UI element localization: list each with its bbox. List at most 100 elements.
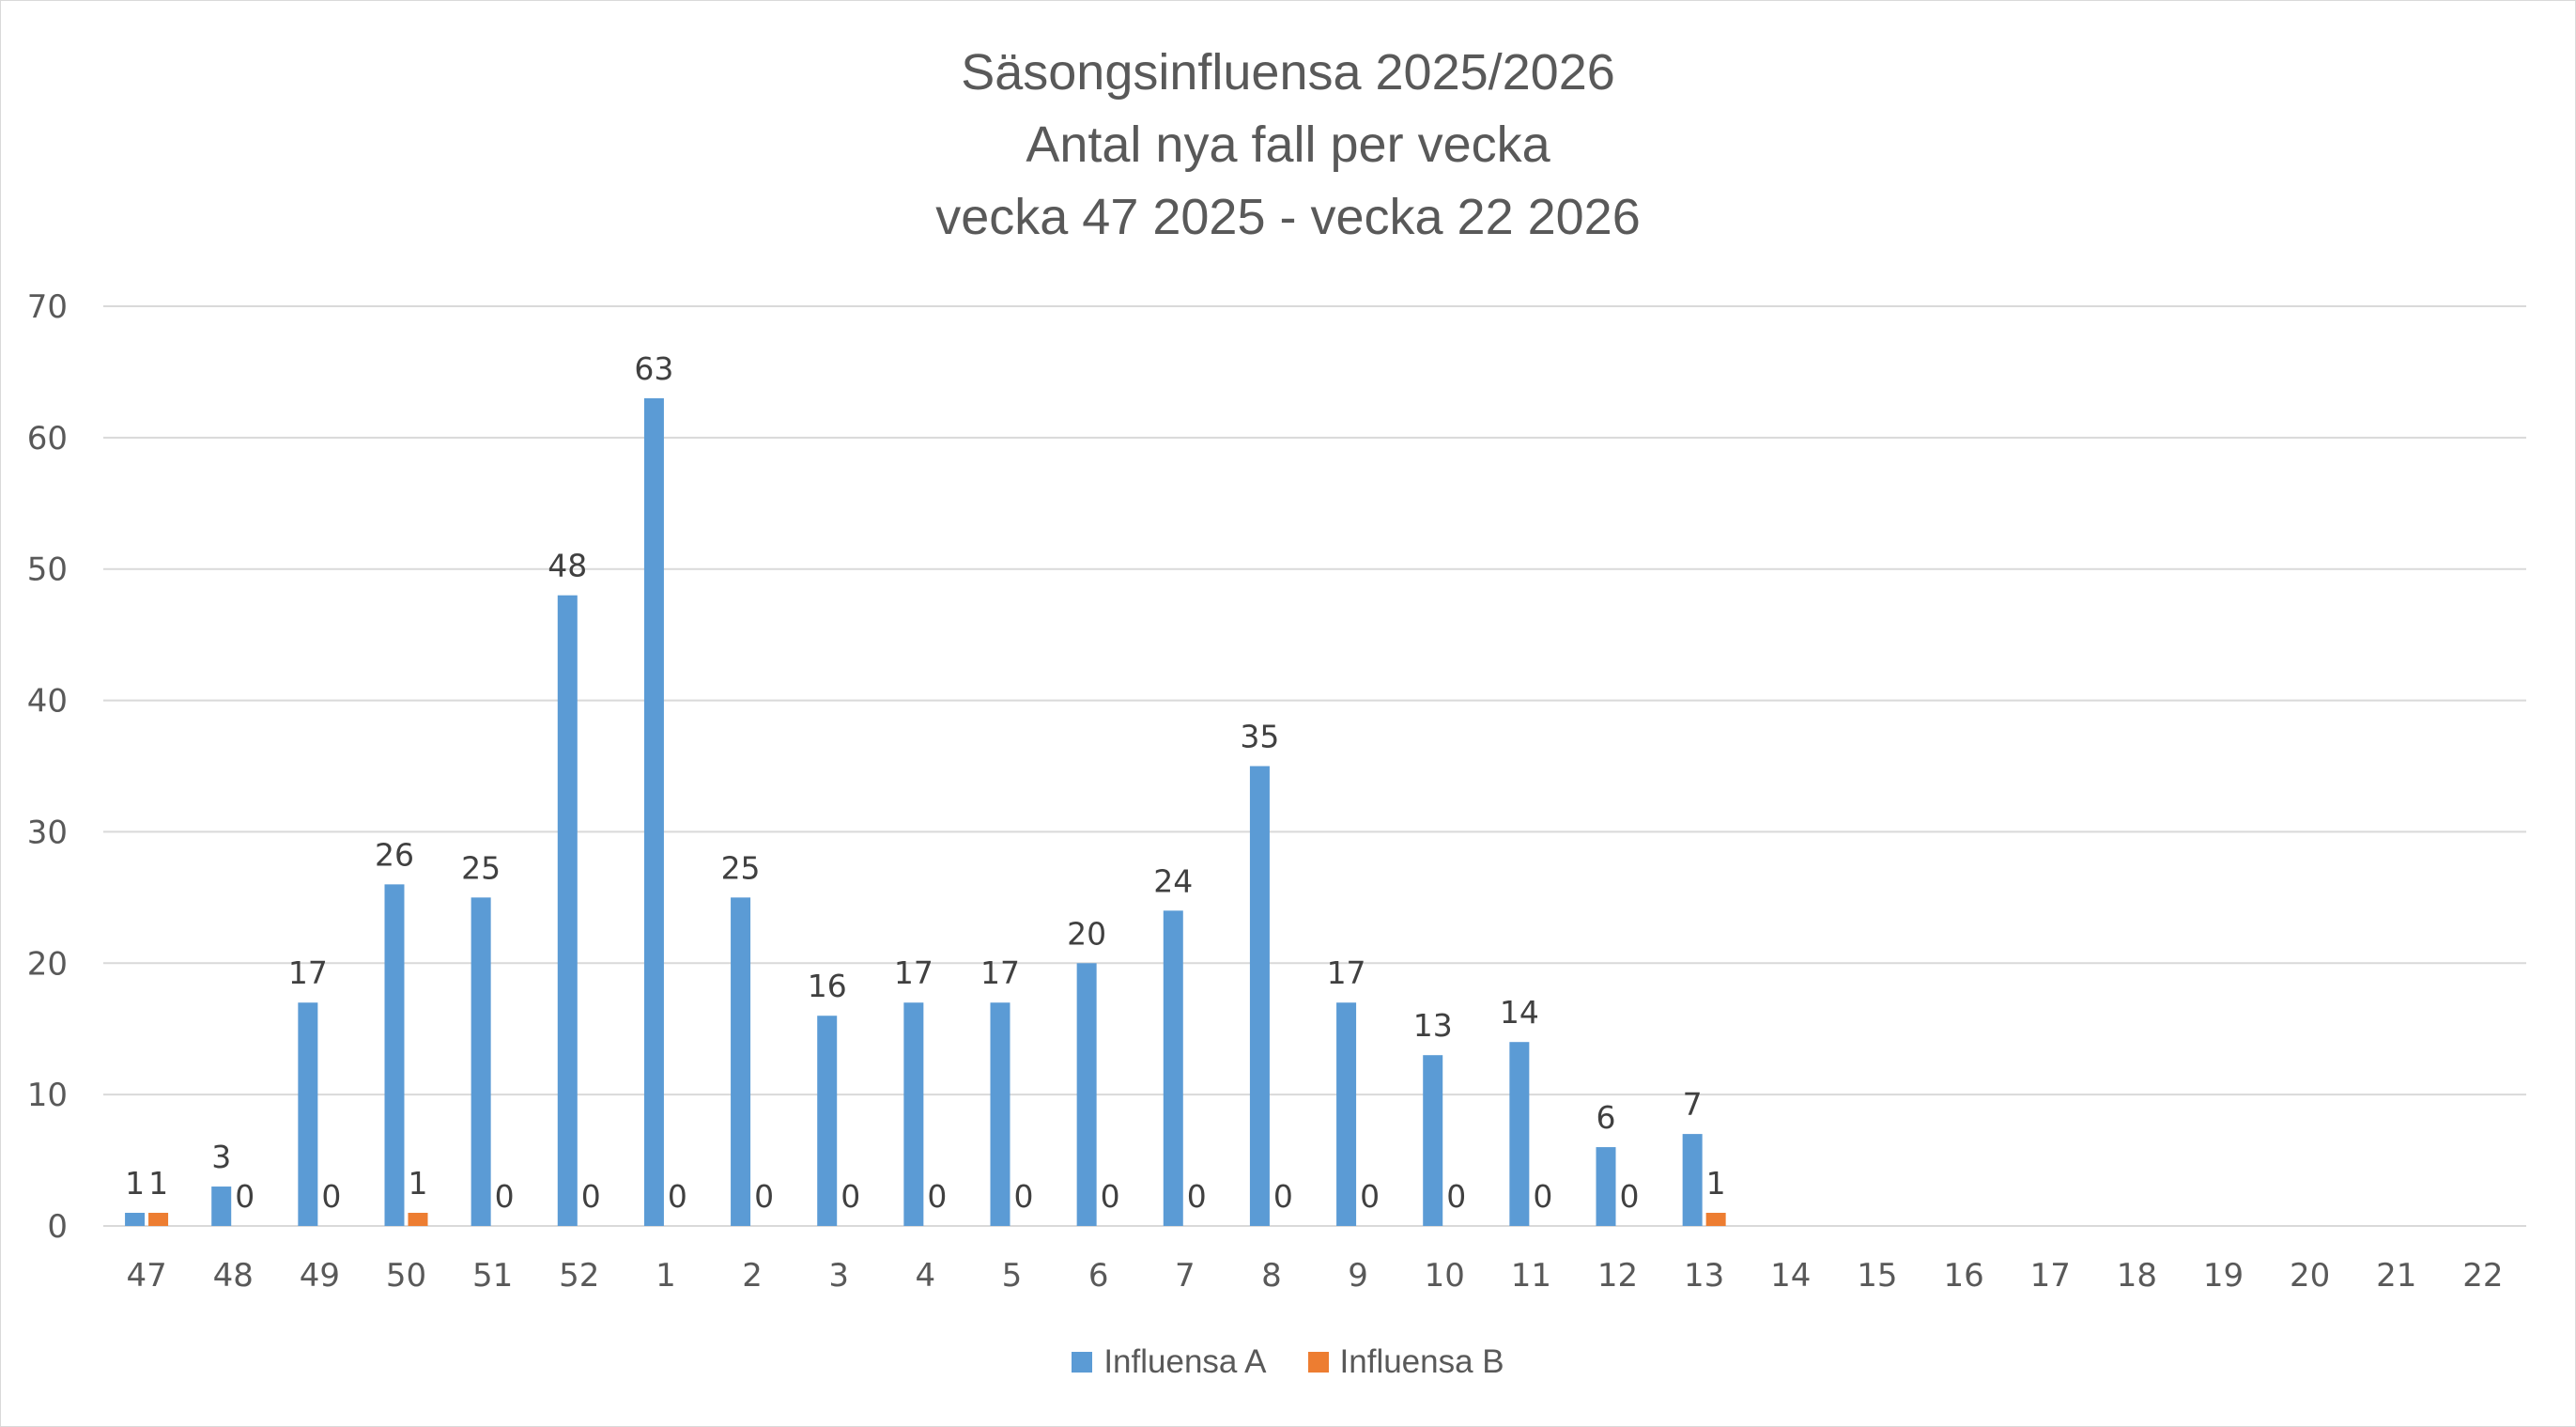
- data-label: 24: [1153, 862, 1193, 899]
- data-label: 16: [808, 968, 847, 1004]
- data-label: 0: [1446, 1178, 1466, 1215]
- x-tick-label: 6: [1088, 1257, 1109, 1295]
- legend-item-influensa-a[interactable]: Influensa A: [1072, 1343, 1267, 1381]
- bar[interactable]: [298, 1002, 318, 1226]
- x-tick-label: 19: [2203, 1257, 2244, 1295]
- x-tick-label: 17: [2030, 1257, 2071, 1295]
- bar[interactable]: [731, 897, 751, 1226]
- x-tick-label: 8: [1261, 1257, 1282, 1295]
- bar[interactable]: [1076, 963, 1097, 1226]
- bar[interactable]: [470, 897, 491, 1226]
- bar[interactable]: [817, 1016, 838, 1226]
- legend-label-b: Influensa B: [1339, 1343, 1504, 1380]
- legend-item-influensa-b[interactable]: Influensa B: [1307, 1343, 1504, 1381]
- x-tick-label: 10: [1425, 1257, 1465, 1295]
- x-tick-label: 47: [126, 1257, 166, 1295]
- x-tick-label: 11: [1511, 1257, 1551, 1295]
- legend-swatch-b: [1307, 1352, 1329, 1373]
- bar[interactable]: [1705, 1213, 1726, 1226]
- data-label: 48: [548, 548, 587, 584]
- x-tick-label: 52: [559, 1257, 599, 1295]
- data-label: 0: [668, 1178, 687, 1215]
- x-tick-label: 16: [1943, 1257, 1983, 1295]
- bar[interactable]: [1336, 1002, 1357, 1226]
- x-tick-label: 14: [1770, 1257, 1811, 1295]
- data-label: 0: [927, 1178, 947, 1215]
- bar[interactable]: [903, 1002, 924, 1226]
- x-tick-label: 51: [472, 1257, 513, 1295]
- x-tick-label: 15: [1857, 1257, 1897, 1295]
- x-tick-label: 9: [1348, 1257, 1368, 1295]
- data-label: 17: [288, 954, 328, 991]
- data-label: 17: [894, 954, 933, 991]
- data-label: 35: [1240, 719, 1279, 755]
- y-tick-label: 40: [27, 683, 68, 721]
- bar[interactable]: [1596, 1147, 1616, 1226]
- x-tick-label: 7: [1175, 1257, 1195, 1295]
- y-tick-label: 60: [27, 420, 68, 458]
- bar[interactable]: [643, 397, 664, 1226]
- chart-date-range: vecka 47 2025 - vecka 22 2026: [935, 189, 1641, 245]
- data-label: 0: [235, 1178, 255, 1215]
- data-label: 0: [1101, 1178, 1120, 1215]
- x-tick-label: 21: [2376, 1257, 2416, 1295]
- legend-swatch-a: [1072, 1352, 1093, 1373]
- x-tick-label: 2: [742, 1257, 763, 1295]
- x-tick-label: 12: [1597, 1257, 1638, 1295]
- y-tick-label: 50: [27, 551, 68, 589]
- data-label: 6: [1597, 1099, 1616, 1136]
- data-label: 0: [1533, 1178, 1552, 1215]
- bar[interactable]: [211, 1187, 232, 1226]
- bar[interactable]: [384, 884, 405, 1226]
- x-tick-label: 13: [1684, 1257, 1724, 1295]
- bar[interactable]: [1163, 910, 1183, 1226]
- data-label: 63: [634, 350, 673, 387]
- bar[interactable]: [148, 1213, 169, 1226]
- data-label: 17: [1327, 954, 1366, 991]
- y-tick-label: 10: [27, 1077, 68, 1114]
- data-label: 1: [148, 1165, 168, 1202]
- data-label: 0: [495, 1178, 515, 1215]
- data-label: 7: [1683, 1086, 1703, 1123]
- y-tick-label: 0: [47, 1208, 68, 1246]
- x-tick-label: 50: [386, 1257, 426, 1295]
- data-label: 1: [409, 1165, 428, 1202]
- bar[interactable]: [1682, 1134, 1703, 1226]
- data-label: 0: [841, 1178, 860, 1215]
- data-label: 0: [754, 1178, 774, 1215]
- y-tick-label: 70: [27, 288, 68, 326]
- bar[interactable]: [1249, 766, 1270, 1227]
- data-label: 0: [1360, 1178, 1380, 1215]
- bar[interactable]: [125, 1213, 146, 1226]
- data-label: 26: [375, 836, 414, 873]
- x-tick-label: 3: [828, 1257, 849, 1295]
- bar[interactable]: [1509, 1042, 1530, 1226]
- data-label: 1: [1706, 1165, 1726, 1202]
- data-label: 1: [125, 1165, 145, 1202]
- chart-title: Säsongsinfluensa 2025/2026: [961, 44, 1615, 101]
- x-tick-label: 22: [2462, 1257, 2503, 1295]
- bar[interactable]: [408, 1213, 428, 1226]
- x-tick-label: 49: [300, 1257, 340, 1295]
- data-label: 0: [321, 1178, 341, 1215]
- data-label: 0: [581, 1178, 601, 1215]
- bar[interactable]: [1423, 1055, 1443, 1226]
- data-label: 0: [1014, 1178, 1034, 1215]
- data-label: 25: [721, 849, 761, 886]
- chart-subtitle: Antal nya fall per vecka: [1026, 116, 1550, 173]
- bar[interactable]: [557, 595, 578, 1226]
- data-label: 13: [1413, 1007, 1453, 1044]
- data-label: 0: [1620, 1178, 1640, 1215]
- data-label: 0: [1273, 1178, 1293, 1215]
- x-tick-label: 1: [656, 1257, 676, 1295]
- data-label: 0: [1187, 1178, 1207, 1215]
- x-tick-label: 18: [2117, 1257, 2157, 1295]
- data-label: 25: [461, 849, 501, 886]
- data-label: 14: [1500, 994, 1539, 1031]
- bar[interactable]: [990, 1002, 1010, 1226]
- data-label: 17: [980, 954, 1020, 991]
- x-tick-label: 20: [2290, 1257, 2330, 1295]
- x-tick-label: 4: [916, 1257, 936, 1295]
